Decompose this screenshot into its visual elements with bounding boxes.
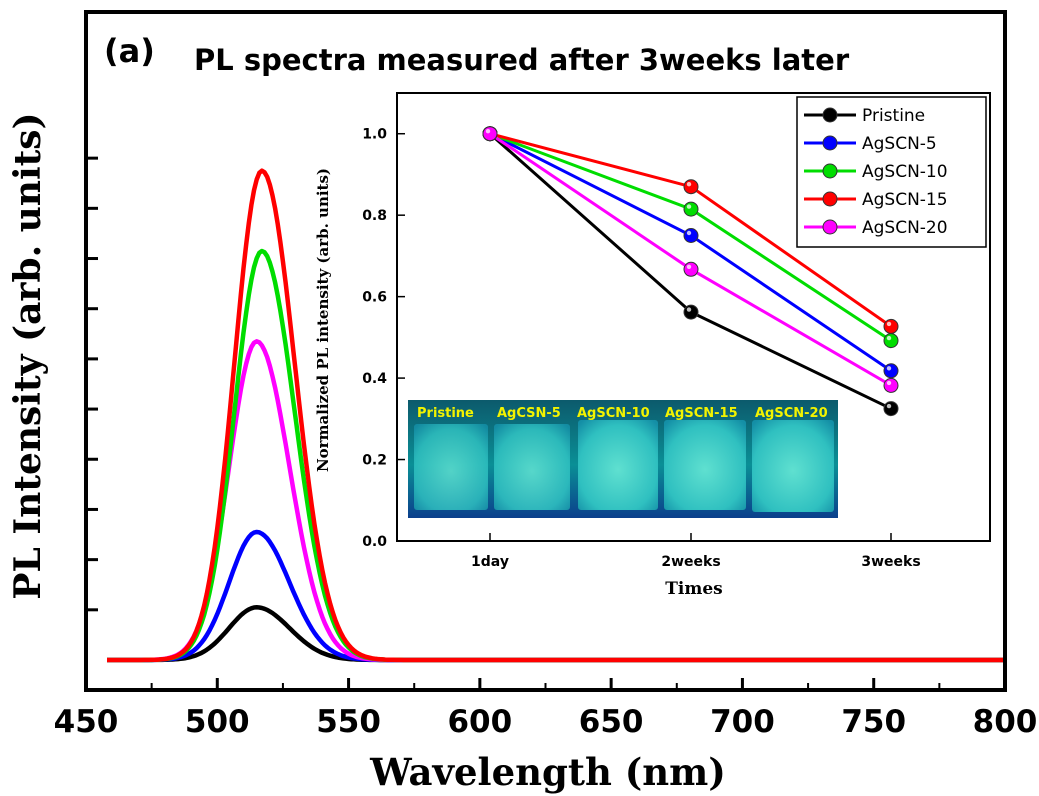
legend-swatch-marker [822,191,838,207]
inset-y-ticks: 0.0 0.2 0.4 0.6 0.8 1.0 [362,127,405,550]
inset-data-point [683,261,699,277]
panel-label: (a) [104,32,155,70]
inset-y-tick-label: 0.0 [362,534,387,550]
spectrum-curve-1 [107,605,1005,663]
main-x-ticks: 450 500 550 600 650 700 750 800 [54,678,1038,740]
inset-series [482,126,899,417]
inset-point-highlight [686,230,692,236]
main-chart: 450 500 550 600 650 700 750 800 (a) PL spectra … [7,10,1038,794]
inset-point-highlight [686,204,692,209]
inset-data-point [683,179,699,195]
chart-title: PL spectra measured after 3weeks later [194,43,850,77]
legend-swatch-marker [822,135,838,151]
inset-x-tick-label: 2weeks [661,554,720,570]
inset-data-point [883,333,899,349]
inset-y-axis-label: Normalized PL intensity (arb. units) [314,168,332,472]
inset-chart: Pristine AgCSN-5 AgSCN-10 AgSCN-15 AgSCN… [314,92,991,599]
inset-point-highlight [886,403,892,409]
inset-data-point [482,126,498,142]
inset-point-highlight [886,366,892,371]
main-x-tick-label: 500 [185,704,250,740]
inset-y-tick-label: 1.0 [362,127,387,143]
inset-data-point [883,377,899,393]
inset-data-point [883,363,899,379]
inset-data-point [683,304,699,320]
legend-swatch-marker [822,107,838,123]
legend-label: Pristine [862,106,925,126]
sample-photo: Pristine AgCSN-5 AgSCN-10 AgSCN-15 AgSCN… [408,400,838,518]
main-x-tick-label: 600 [447,704,512,740]
inset-data-point [683,201,699,217]
inset-y-tick-label: 0.2 [362,453,387,469]
main-x-tick-label: 550 [316,704,381,740]
legend-label: AgSCN-20 [862,218,948,238]
main-x-tick-label: 750 [841,704,906,740]
main-x-tick-label: 700 [710,704,775,740]
inset-point-highlight [886,335,892,341]
inset-point-highlight [485,129,491,134]
inset-x-tick-label: 3weeks [861,554,920,570]
inset-x-axis-label: Times [665,579,722,599]
inset-y-tick-label: 0.8 [362,208,387,224]
inset-x-tick-label: 1day [471,554,509,570]
inset-point-highlight [886,321,892,327]
photo-label-4: AgSCN-15 [665,406,738,421]
inset-point-highlight [686,182,692,187]
legend-swatch-marker [822,163,838,179]
legend-label: AgSCN-5 [862,134,937,154]
main-y-axis-label: PL Intensity (arb. units) [7,112,49,599]
photo-label-2: AgCSN-5 [497,406,561,421]
main-x-tick-label: 650 [579,704,644,740]
spectrum-curve-2 [107,529,1005,663]
main-y-ticks [86,156,98,612]
inset-x-ticks: 1day 2weeks 3weeks [471,533,921,570]
legend-label: AgSCN-10 [862,162,948,182]
main-x-tick-label: 450 [54,704,119,740]
inset-y-tick-label: 0.4 [362,371,387,387]
main-x-axis-label: Wavelength (nm) [369,750,726,794]
legend-label: AgSCN-15 [862,190,948,210]
inset-y-tick-label: 0.6 [362,290,387,306]
inset-point-highlight [686,264,692,269]
photo-label-3: AgSCN-10 [577,406,650,421]
inset-data-point [883,318,899,334]
inset-point-highlight [686,307,692,312]
spectrum-curve-5 [107,168,1005,663]
legend-swatch-marker [822,219,838,235]
main-x-tick-label: 800 [973,704,1038,740]
main-curves [107,168,1005,663]
inset-legend: Pristine AgSCN-5 AgSCN-10 AgSCN-15 AgSCN-20 [796,96,987,248]
photo-label-5: AgSCN-20 [755,406,828,421]
photo-label-1: Pristine [417,406,474,421]
inset-data-point [883,401,899,417]
inset-data-point [683,228,699,243]
inset-point-highlight [886,380,892,386]
